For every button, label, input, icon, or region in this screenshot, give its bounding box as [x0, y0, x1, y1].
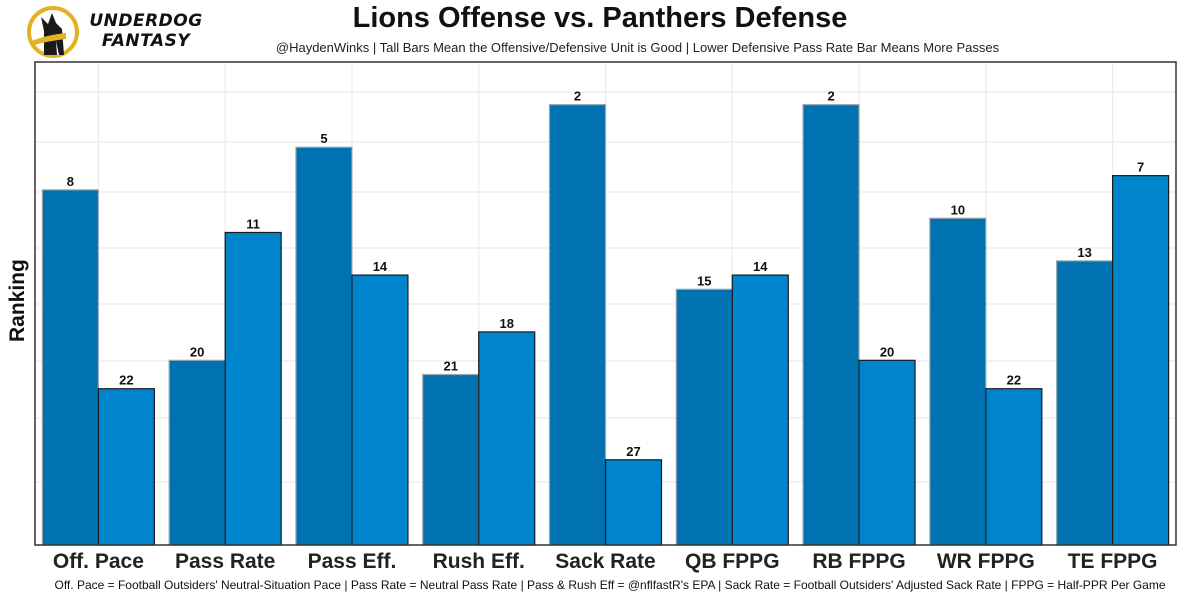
- defense-value-label: 14: [753, 259, 768, 274]
- x-tick-label: Off. Pace: [53, 550, 144, 573]
- dog-logo-icon: [27, 6, 79, 58]
- offense-bar: [295, 146, 353, 546]
- offense-bar: [675, 288, 733, 546]
- chart-title: Lions Offense vs. Panthers Defense: [352, 2, 848, 34]
- defense-value-label: 7: [1137, 160, 1144, 175]
- x-tick-label: Pass Eff.: [308, 550, 397, 573]
- offense-bar: [548, 104, 607, 546]
- underdog-fantasy-logo: UNDERDOG FANTASY: [26, 5, 226, 59]
- x-tick-label: QB FPPG: [685, 550, 780, 573]
- bars: [41, 104, 1170, 546]
- defense-bar: [604, 459, 663, 546]
- offense-value-label: 5: [320, 131, 327, 146]
- offense-bar: [41, 189, 99, 546]
- offense-value-label: 8: [67, 174, 74, 189]
- defense-value-label: 11: [246, 216, 260, 231]
- data-labels: 8 22 20 11 5 14 21 18 2 27 15 14 2 20 10 22 13 7: [67, 89, 1144, 459]
- offense-bar: [1056, 260, 1114, 546]
- chart-subtitle: @HaydenWinks | Tall Bars Mean the Offens…: [275, 40, 1000, 55]
- defense-bar: [1112, 175, 1170, 546]
- offense-value-label: 2: [574, 89, 581, 104]
- x-tick-label: TE FPPG: [1068, 550, 1158, 573]
- x-tick-label: RB FPPG: [812, 550, 905, 573]
- defense-value-label: 18: [499, 316, 513, 331]
- offense-value-label: 2: [827, 89, 834, 104]
- logo-line-1: UNDERDOG: [89, 11, 203, 31]
- defense-value-label: 22: [1007, 373, 1021, 388]
- x-tick-label: Sack Rate: [555, 550, 655, 573]
- defense-bar: [478, 331, 536, 546]
- defense-bar: [97, 388, 155, 546]
- logo-text: UNDERDOG FANTASY: [86, 11, 206, 51]
- defense-value-label: 14: [373, 259, 388, 274]
- offense-bar: [422, 373, 480, 546]
- x-tick-labels: Off. Pace Pass Rate Pass Eff. Rush Eff. Sack…: [53, 550, 1158, 573]
- defense-value-label: 22: [119, 373, 133, 388]
- defense-value-label: 20: [880, 344, 894, 359]
- offense-value-label: 20: [190, 344, 204, 359]
- x-tick-label: WR FPPG: [937, 550, 1035, 573]
- defense-bar: [351, 274, 409, 546]
- offense-value-label: 13: [1077, 245, 1091, 260]
- defense-bar: [985, 388, 1043, 546]
- defense-bar: [224, 231, 282, 546]
- defense-bar: [731, 274, 789, 546]
- defense-bar: [858, 359, 916, 546]
- defense-value-label: 27: [626, 444, 640, 459]
- footer-caption: Off. Pace = Football Outsiders' Neutral-…: [54, 578, 1166, 592]
- plot-border: [34, 61, 1177, 546]
- offense-value-label: 15: [697, 273, 711, 288]
- offense-bar: [802, 104, 860, 546]
- logo-line-2: FANTASY: [101, 31, 191, 51]
- offense-bar: [168, 359, 226, 546]
- offense-value-label: 21: [443, 359, 457, 374]
- offense-bar: [929, 217, 987, 546]
- x-tick-label: Rush Eff.: [433, 550, 525, 573]
- x-tick-label: Pass Rate: [175, 550, 275, 573]
- offense-value-label: 10: [951, 202, 965, 217]
